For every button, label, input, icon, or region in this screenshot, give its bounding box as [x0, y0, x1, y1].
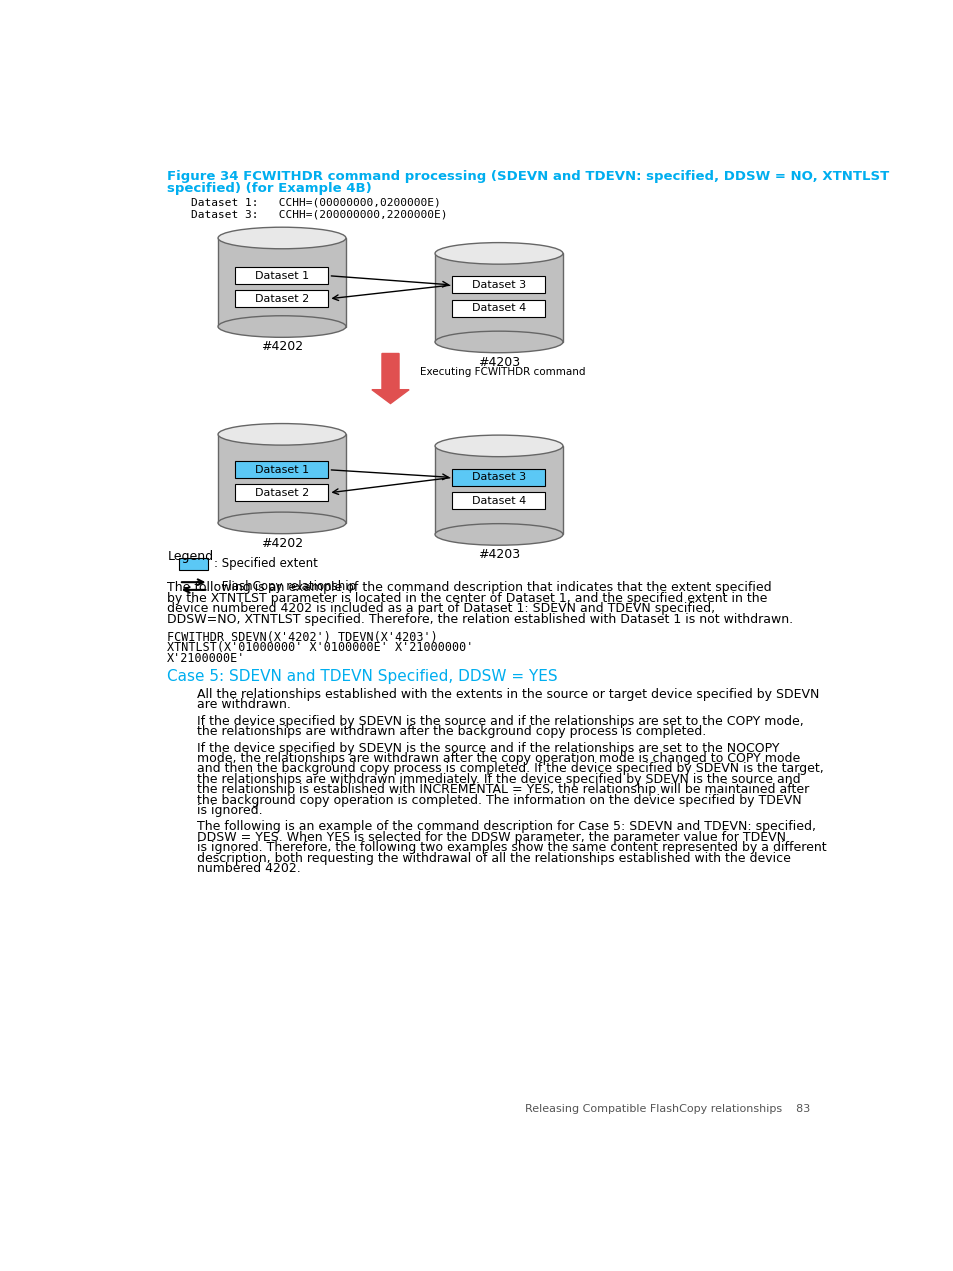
Text: mode, the relationships are withdrawn after the copy operation mode is changed t: mode, the relationships are withdrawn af… — [196, 752, 800, 765]
Text: Figure 34 FCWITHDR command processing (SDEVN and TDEVN: specified, DDSW = NO, XT: Figure 34 FCWITHDR command processing (S… — [167, 170, 888, 183]
Bar — [235, 290, 328, 308]
Text: Dataset 1: Dataset 1 — [254, 271, 309, 281]
Text: #4203: #4203 — [477, 548, 519, 562]
Text: : Specified extent: : Specified extent — [213, 557, 317, 571]
Text: All the relationships established with the extents in the source or target devic: All the relationships established with t… — [196, 688, 819, 700]
Text: #4202: #4202 — [261, 536, 303, 550]
Bar — [435, 446, 562, 534]
Ellipse shape — [218, 228, 346, 249]
Text: the background copy operation is completed. The information on the device specif: the background copy operation is complet… — [196, 793, 801, 807]
Bar — [452, 469, 545, 486]
Text: and then the background copy process is completed. If the device specified by SD: and then the background copy process is … — [196, 763, 822, 775]
Text: the relationship is established with INCREMENTAL = YES, the relationship will be: the relationship is established with INC… — [196, 783, 808, 796]
Text: FCWITHDR SDEVN(X'4202') TDEVN(X'4203'): FCWITHDR SDEVN(X'4202') TDEVN(X'4203') — [167, 630, 437, 643]
Bar — [452, 277, 545, 294]
Bar — [235, 461, 328, 478]
Text: : FlashCopy relationship: : FlashCopy relationship — [213, 580, 355, 592]
Text: description, both requesting the withdrawal of all the relationships established: description, both requesting the withdra… — [196, 852, 790, 864]
Bar — [235, 267, 328, 285]
Ellipse shape — [218, 512, 346, 534]
Text: If the device specified by SDEVN is the source and if the relationships are set : If the device specified by SDEVN is the … — [196, 741, 779, 755]
Ellipse shape — [435, 435, 562, 456]
Text: Case 5: SDEVN and TDEVN Specified, DDSW = YES: Case 5: SDEVN and TDEVN Specified, DDSW … — [167, 670, 558, 684]
Bar — [235, 484, 328, 501]
Ellipse shape — [218, 315, 346, 337]
Text: DDSW = YES. When YES is selected for the DDSW parameter, the parameter value for: DDSW = YES. When YES is selected for the… — [196, 831, 785, 844]
Text: specified) (for Example 4B): specified) (for Example 4B) — [167, 182, 372, 194]
Text: by the XTNTLST parameter is located in the center of Dataset 1, and the specifie: by the XTNTLST parameter is located in t… — [167, 592, 767, 605]
Ellipse shape — [435, 243, 562, 264]
Text: Dataset 4: Dataset 4 — [472, 302, 525, 313]
Text: The following is an example of the command description that indicates that the e: The following is an example of the comma… — [167, 581, 771, 595]
Text: numbered 4202.: numbered 4202. — [196, 862, 300, 874]
Text: DDSW=NO, XTNTLST specified. Therefore, the relation established with Dataset 1 i: DDSW=NO, XTNTLST specified. Therefore, t… — [167, 613, 793, 625]
Text: Dataset 3:   CCHH=(200000000,2200000E): Dataset 3: CCHH=(200000000,2200000E) — [191, 210, 447, 220]
Text: device numbered 4202 is included as a part of Dataset 1: SDEVN and TDEVN specifi: device numbered 4202 is included as a pa… — [167, 602, 715, 615]
Text: Dataset 1:   CCHH=(00000000,0200000E): Dataset 1: CCHH=(00000000,0200000E) — [191, 198, 440, 208]
Text: are withdrawn.: are withdrawn. — [196, 698, 291, 710]
Text: is ignored.: is ignored. — [196, 805, 262, 817]
Text: is ignored. Therefore, the following two examples show the same content represen: is ignored. Therefore, the following two… — [196, 841, 825, 854]
Bar — [218, 238, 346, 327]
Bar — [452, 300, 545, 316]
Bar — [435, 253, 562, 342]
FancyArrow shape — [372, 353, 409, 403]
Text: X'2100000E': X'2100000E' — [167, 652, 246, 665]
Ellipse shape — [218, 423, 346, 445]
Text: #4202: #4202 — [261, 341, 303, 353]
Text: Dataset 1: Dataset 1 — [254, 465, 309, 475]
Text: XTNTLST(X'01000000' X'0100000E' X'21000000': XTNTLST(X'01000000' X'0100000E' X'210000… — [167, 642, 474, 655]
Text: the relationships are withdrawn immediately. If the device specified by SDEVN is: the relationships are withdrawn immediat… — [196, 773, 800, 785]
Text: #4203: #4203 — [477, 356, 519, 369]
Text: Dataset 4: Dataset 4 — [472, 496, 525, 506]
Text: Legend: Legend — [167, 550, 213, 563]
Text: If the device specified by SDEVN is the source and if the relationships are set : If the device specified by SDEVN is the … — [196, 714, 802, 727]
Text: Releasing Compatible FlashCopy relationships    83: Releasing Compatible FlashCopy relations… — [525, 1104, 810, 1115]
Bar — [179, 558, 208, 569]
Ellipse shape — [435, 524, 562, 545]
Text: The following is an example of the command description for Case 5: SDEVN and TDE: The following is an example of the comma… — [196, 821, 815, 834]
Text: Dataset 2: Dataset 2 — [254, 488, 309, 498]
Bar — [452, 492, 545, 508]
Text: Dataset 2: Dataset 2 — [254, 294, 309, 304]
Text: the relationships are withdrawn after the background copy process is completed.: the relationships are withdrawn after th… — [196, 724, 705, 738]
Text: Dataset 3: Dataset 3 — [472, 280, 525, 290]
Text: Executing FCWITHDR command: Executing FCWITHDR command — [419, 366, 585, 376]
Bar — [218, 435, 346, 522]
Ellipse shape — [435, 332, 562, 353]
Text: Dataset 3: Dataset 3 — [472, 473, 525, 483]
